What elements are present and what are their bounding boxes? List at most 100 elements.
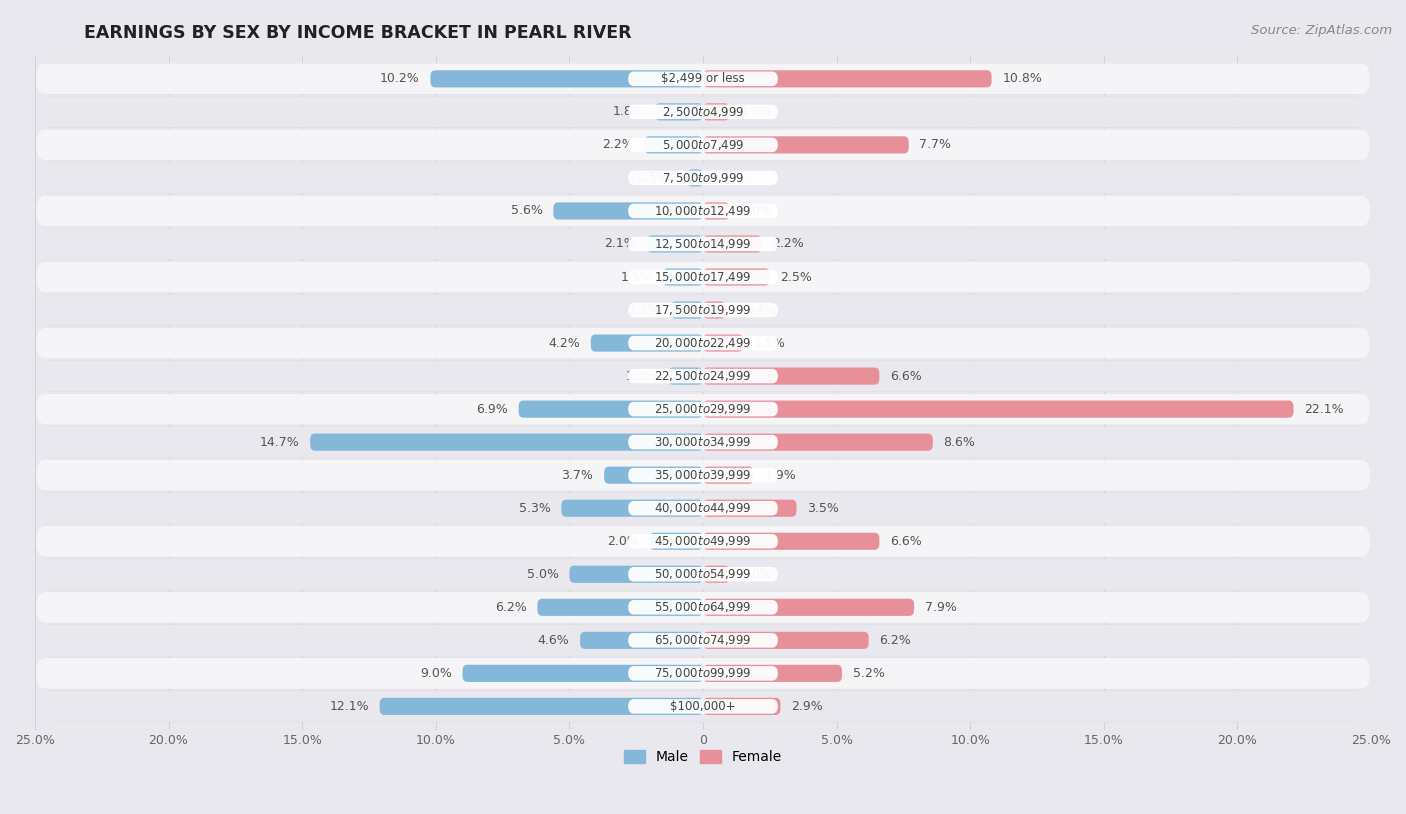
Text: 8.6%: 8.6% [943, 435, 976, 449]
FancyBboxPatch shape [37, 625, 1369, 656]
FancyBboxPatch shape [668, 367, 703, 385]
FancyBboxPatch shape [650, 532, 703, 549]
FancyBboxPatch shape [37, 261, 1369, 292]
FancyBboxPatch shape [39, 558, 1367, 590]
Text: 7.7%: 7.7% [920, 138, 952, 151]
Text: 3.7%: 3.7% [561, 469, 593, 482]
FancyBboxPatch shape [39, 327, 1367, 359]
FancyBboxPatch shape [703, 434, 932, 451]
Text: 4.2%: 4.2% [548, 336, 581, 349]
FancyBboxPatch shape [37, 492, 1369, 523]
FancyBboxPatch shape [703, 269, 770, 286]
Text: 22.1%: 22.1% [1305, 403, 1344, 416]
FancyBboxPatch shape [703, 335, 744, 352]
Text: 0.58%: 0.58% [637, 172, 676, 185]
Text: 1.5%: 1.5% [754, 336, 786, 349]
Text: $55,000 to $64,999: $55,000 to $64,999 [654, 600, 752, 615]
FancyBboxPatch shape [37, 427, 1369, 457]
FancyBboxPatch shape [703, 665, 842, 682]
FancyBboxPatch shape [37, 361, 1369, 392]
Text: 0.0%: 0.0% [714, 172, 745, 185]
FancyBboxPatch shape [39, 459, 1367, 491]
FancyBboxPatch shape [628, 269, 778, 284]
Text: 5.2%: 5.2% [852, 667, 884, 680]
FancyBboxPatch shape [628, 435, 778, 449]
Text: $45,000 to $49,999: $45,000 to $49,999 [654, 534, 752, 549]
FancyBboxPatch shape [37, 229, 1369, 260]
FancyBboxPatch shape [39, 294, 1367, 326]
FancyBboxPatch shape [703, 103, 730, 120]
FancyBboxPatch shape [703, 466, 754, 484]
FancyBboxPatch shape [39, 361, 1367, 392]
FancyBboxPatch shape [39, 228, 1367, 260]
Text: 9.0%: 9.0% [420, 667, 451, 680]
FancyBboxPatch shape [37, 460, 1369, 491]
Text: 2.1%: 2.1% [605, 238, 636, 251]
Text: 1.8%: 1.8% [613, 105, 644, 118]
Text: $100,000+: $100,000+ [671, 700, 735, 713]
FancyBboxPatch shape [37, 96, 1369, 127]
FancyBboxPatch shape [628, 567, 778, 581]
FancyBboxPatch shape [37, 327, 1369, 359]
FancyBboxPatch shape [519, 400, 703, 418]
Text: 0.84%: 0.84% [737, 304, 776, 317]
FancyBboxPatch shape [703, 698, 780, 715]
FancyBboxPatch shape [39, 592, 1367, 624]
Text: $50,000 to $54,999: $50,000 to $54,999 [654, 567, 752, 581]
FancyBboxPatch shape [628, 600, 778, 615]
FancyBboxPatch shape [39, 427, 1367, 458]
Text: $2,500 to $4,999: $2,500 to $4,999 [662, 105, 744, 119]
Text: 10.8%: 10.8% [1002, 72, 1042, 85]
FancyBboxPatch shape [380, 698, 703, 715]
Text: 6.6%: 6.6% [890, 370, 922, 383]
FancyBboxPatch shape [39, 162, 1367, 194]
Text: EARNINGS BY SEX BY INCOME BRACKET IN PEARL RIVER: EARNINGS BY SEX BY INCOME BRACKET IN PEA… [84, 24, 631, 42]
FancyBboxPatch shape [628, 699, 778, 714]
Text: $65,000 to $74,999: $65,000 to $74,999 [654, 633, 752, 647]
FancyBboxPatch shape [37, 162, 1369, 194]
FancyBboxPatch shape [37, 195, 1369, 226]
Text: $40,000 to $44,999: $40,000 to $44,999 [654, 501, 752, 515]
FancyBboxPatch shape [703, 400, 1294, 418]
Text: 5.0%: 5.0% [527, 568, 558, 580]
FancyBboxPatch shape [703, 136, 908, 154]
Text: 2.9%: 2.9% [792, 700, 823, 713]
FancyBboxPatch shape [39, 96, 1367, 128]
FancyBboxPatch shape [703, 599, 914, 616]
FancyBboxPatch shape [430, 70, 703, 87]
FancyBboxPatch shape [703, 70, 991, 87]
FancyBboxPatch shape [561, 500, 703, 517]
FancyBboxPatch shape [39, 624, 1367, 656]
FancyBboxPatch shape [37, 295, 1369, 326]
Text: 6.9%: 6.9% [477, 403, 508, 416]
FancyBboxPatch shape [628, 369, 778, 383]
FancyBboxPatch shape [628, 303, 778, 317]
FancyBboxPatch shape [37, 691, 1369, 722]
FancyBboxPatch shape [39, 195, 1367, 227]
FancyBboxPatch shape [671, 301, 703, 318]
Text: $10,000 to $12,499: $10,000 to $12,499 [654, 204, 752, 218]
FancyBboxPatch shape [311, 434, 703, 451]
FancyBboxPatch shape [37, 658, 1369, 689]
FancyBboxPatch shape [37, 526, 1369, 557]
FancyBboxPatch shape [655, 103, 703, 120]
FancyBboxPatch shape [37, 129, 1369, 160]
Text: 3.5%: 3.5% [807, 501, 839, 514]
FancyBboxPatch shape [628, 104, 778, 119]
Text: $2,499 or less: $2,499 or less [661, 72, 745, 85]
Text: $22,500 to $24,999: $22,500 to $24,999 [654, 369, 752, 383]
FancyBboxPatch shape [628, 72, 778, 86]
FancyBboxPatch shape [39, 525, 1367, 557]
Text: 2.5%: 2.5% [780, 270, 813, 283]
FancyBboxPatch shape [628, 204, 778, 218]
FancyBboxPatch shape [644, 136, 703, 154]
Legend: Male, Female: Male, Female [619, 745, 787, 770]
FancyBboxPatch shape [703, 566, 730, 583]
Text: 6.2%: 6.2% [879, 634, 911, 647]
FancyBboxPatch shape [37, 394, 1369, 425]
FancyBboxPatch shape [39, 393, 1367, 425]
FancyBboxPatch shape [628, 237, 778, 252]
Text: 2.2%: 2.2% [602, 138, 634, 151]
FancyBboxPatch shape [662, 269, 703, 286]
FancyBboxPatch shape [628, 138, 778, 152]
